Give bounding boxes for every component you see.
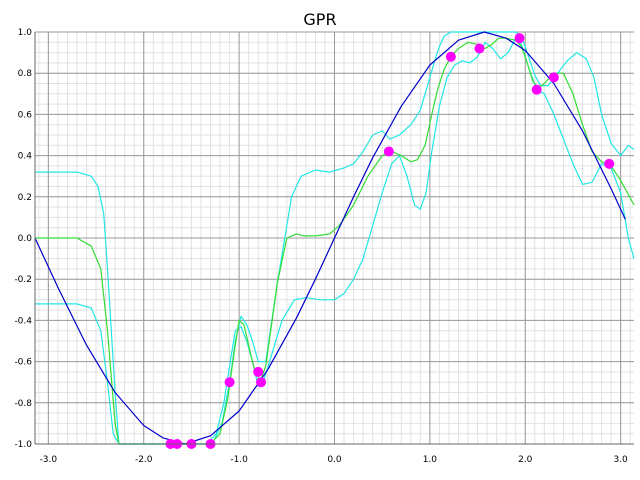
- y-tick-label: 0.2: [18, 193, 32, 203]
- x-tick-label: -1.0: [230, 455, 248, 465]
- x-tick-label: 3.0: [613, 455, 628, 465]
- chart-title: GPR: [303, 10, 336, 29]
- y-tick-label: 0.6: [18, 110, 33, 120]
- data-point: [256, 377, 267, 388]
- axis-frame: [34, 32, 634, 445]
- y-tick-label: -0.6: [14, 358, 32, 368]
- data-point: [474, 43, 485, 54]
- x-tick-label: -3.0: [40, 455, 58, 465]
- x-tick-labels: -3.0 -2.0 -1.0 0.0 1.0 2.0 3.0: [40, 455, 628, 465]
- y-tick-label: -0.8: [14, 399, 32, 409]
- data-point: [604, 158, 615, 169]
- data-point: [253, 366, 264, 377]
- data-point: [514, 33, 525, 44]
- y-tick-label: -0.2: [14, 275, 32, 285]
- y-tick-label: -1.0: [14, 440, 32, 450]
- x-tick-label: 1.0: [423, 455, 438, 465]
- x-tick-label: -2.0: [135, 455, 153, 465]
- x-tick-label: 0.0: [327, 455, 342, 465]
- data-point: [548, 72, 559, 83]
- y-tick-label: 0.0: [18, 234, 33, 244]
- data-point: [445, 51, 456, 62]
- data-point: [224, 377, 235, 388]
- data-point: [383, 146, 394, 157]
- y-tick-label: -0.4: [14, 316, 32, 326]
- series-line-mean: [35, 37, 635, 445]
- y-tick-label: 0.4: [18, 152, 33, 162]
- series-line-lower-bound: [35, 37, 635, 445]
- series-line-true-function: [34, 31, 626, 445]
- y-tick-labels: 1.0 0.8 0.6 0.4 0.2 0.0 -0.2 -0.4 -0.6 -0.8 -1.0: [14, 28, 32, 450]
- data-point: [531, 84, 542, 95]
- x-tick-label: 2.0: [518, 455, 533, 465]
- y-tick-label: 0.8: [18, 69, 33, 79]
- y-tick-label: 1.0: [18, 28, 33, 38]
